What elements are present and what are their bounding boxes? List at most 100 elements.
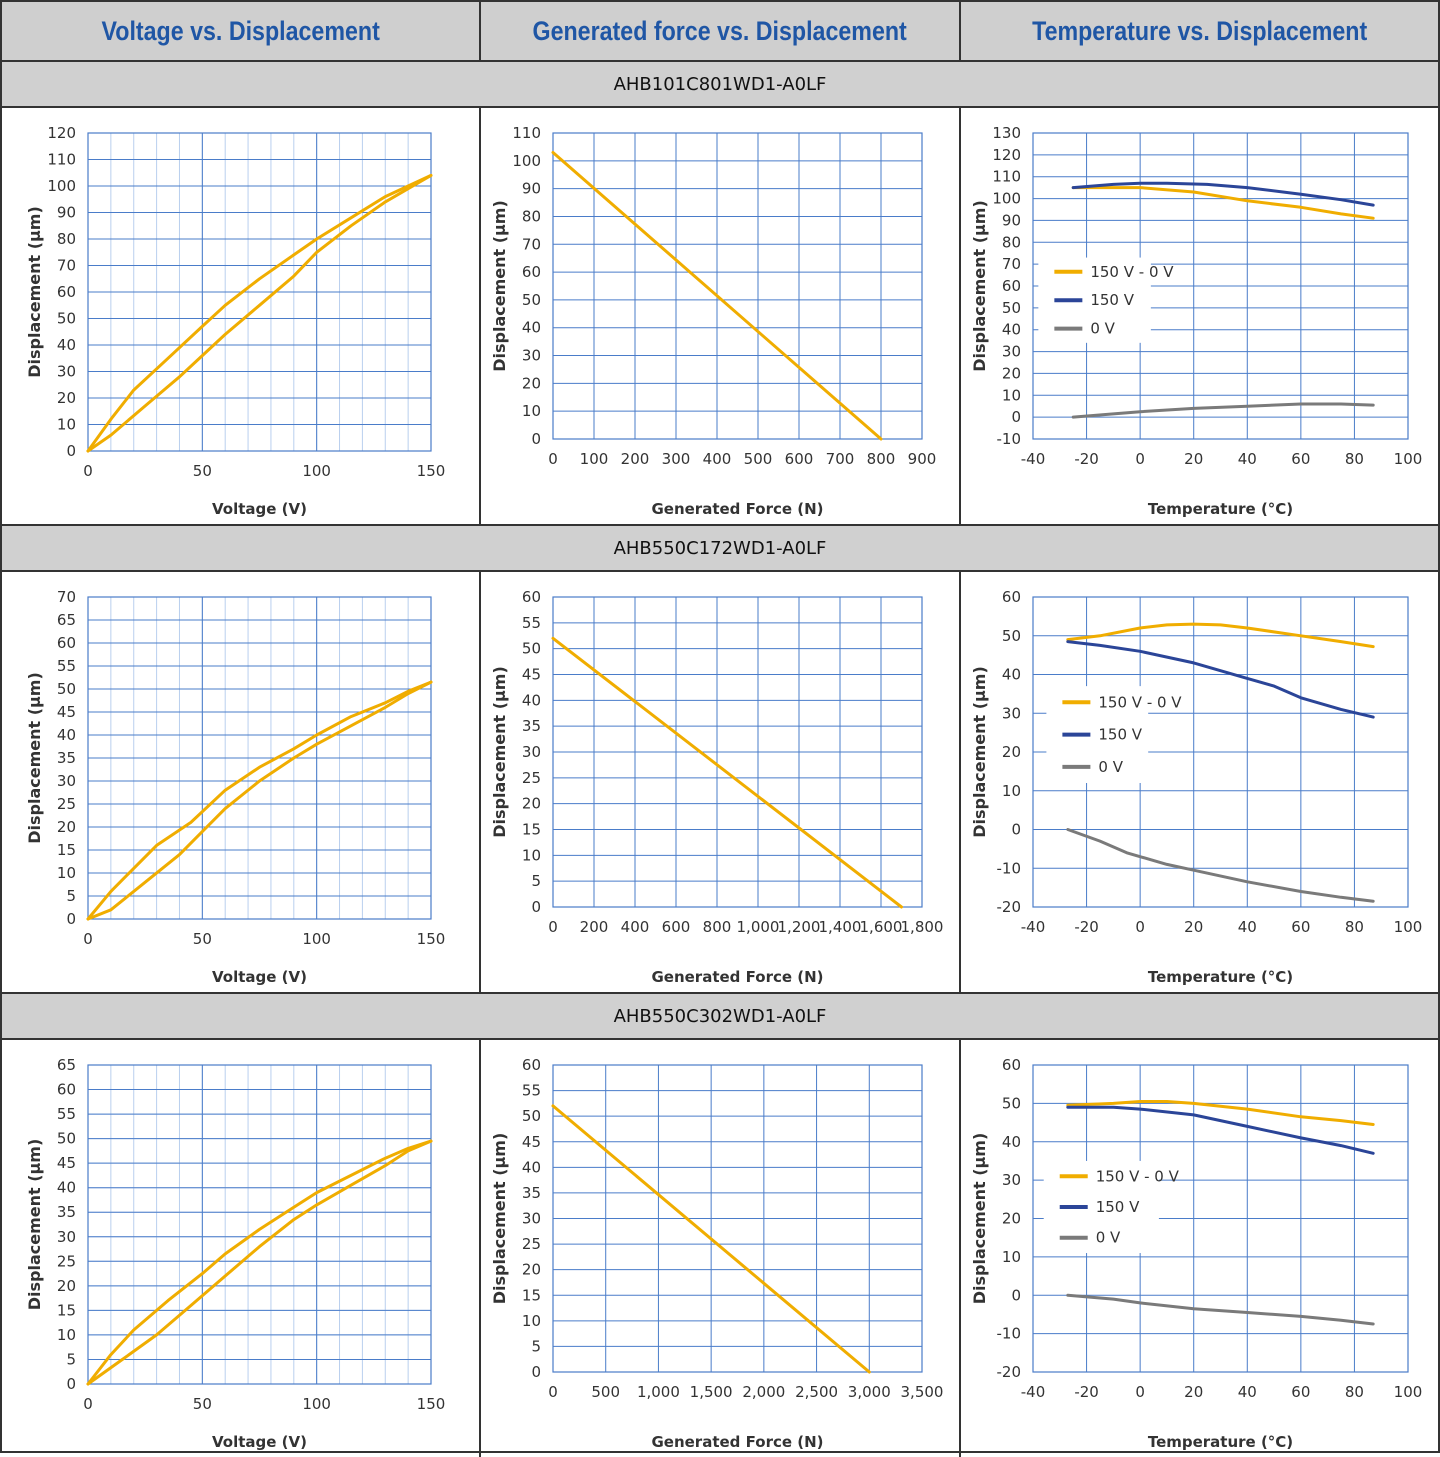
y-tick-label: 5 — [532, 1337, 542, 1355]
x-tick-label: 20 — [1184, 1383, 1203, 1401]
x-axis-label: Temperature (°C) — [1147, 968, 1292, 986]
x-tick-label: 1,600 — [860, 918, 903, 936]
x-tick-label: 0 — [549, 1383, 559, 1401]
x-tick-label: 3,000 — [848, 1383, 891, 1401]
y-tick-label: 45 — [522, 666, 541, 684]
y-tick-label: 55 — [522, 614, 541, 632]
y-tick-label: 110 — [992, 168, 1021, 186]
x-tick-label: 1,400 — [819, 918, 862, 936]
x-tick-label: 300 — [662, 450, 691, 468]
y-tick-label: 70 — [57, 588, 76, 606]
y-tick-label: 50 — [1002, 627, 1021, 645]
series-line — [86, 1139, 433, 1386]
chart-cell-temperature-2: -40 -20 0 20 40 60 80 100 -20 -10 0 10 20 30 40 50 60 Tem… — [961, 572, 1438, 992]
y-tick-label: 30 — [1002, 343, 1021, 361]
y-tick-label: 45 — [57, 1154, 76, 1172]
series-line — [1065, 1293, 1375, 1326]
legend-label: 0 V — [1090, 320, 1115, 338]
x-tick-label: 50 — [193, 930, 212, 948]
legend-label: 0 V — [1098, 758, 1123, 776]
y-tick-label: 0 — [66, 1375, 76, 1393]
model-band-2: AHB550C172WD1-A0LF — [2, 526, 1438, 572]
y-tick-label: 10 — [522, 1312, 541, 1330]
x-tick-label: 600 — [785, 450, 814, 468]
series-line — [86, 1139, 433, 1386]
y-tick-label: 10 — [57, 864, 76, 882]
y-tick-label: 0 — [66, 910, 76, 928]
x-tick-label: -40 — [1020, 1383, 1045, 1401]
column-divider — [479, 2, 482, 60]
x-tick-label: 500 — [744, 450, 773, 468]
x-tick-label: 60 — [1291, 918, 1310, 936]
x-tick-label: 800 — [703, 918, 732, 936]
y-tick-label: 30 — [522, 347, 541, 365]
y-tick-label: 0 — [1011, 821, 1021, 839]
legend-label: 150 V - 0 V — [1090, 263, 1174, 281]
y-tick-label: 25 — [522, 769, 541, 787]
plot-frame — [552, 132, 923, 440]
x-tick-label: 20 — [1184, 918, 1203, 936]
temperature-displacement-chart-1: -40 -20 0 20 40 60 80 100 -10 0 10 20 30 40 50 60 70 80 90… — [970, 124, 1422, 518]
y-tick-label: 90 — [522, 180, 541, 198]
y-tick-label: 80 — [57, 230, 76, 248]
x-tick-label: 40 — [1237, 450, 1256, 468]
y-tick-label: 0 — [532, 1363, 542, 1381]
series-line — [86, 173, 433, 453]
y-tick-label: 60 — [522, 1056, 541, 1074]
y-tick-label: 5 — [532, 872, 542, 890]
y-tick-label: 30 — [57, 772, 76, 790]
chart-cell-voltage-1: 0 50 100 150 0 10 20 30 40 50 60 70 80 90 100 110 120 Vol… — [2, 108, 479, 524]
series-line — [86, 680, 433, 921]
y-tick-label: 0 — [1011, 1286, 1021, 1304]
chart-cell-voltage-2: 0 50 100 150 0 5 10 15 20 25 30 35 40 45 50 55 60 65 70 Vol… — [2, 572, 479, 992]
y-tick-label: 65 — [57, 1056, 76, 1074]
y-tick-label: 40 — [1002, 1133, 1021, 1151]
y-axis-label: Displacement (µm) — [25, 672, 44, 844]
y-tick-label: 15 — [522, 821, 541, 839]
y-axis-label: Displacement (µm) — [490, 666, 509, 838]
plot-frame — [87, 132, 432, 452]
legend-label: 150 V — [1095, 1198, 1139, 1216]
y-tick-label: 100 — [513, 152, 542, 170]
y-tick-label: -10 — [996, 859, 1021, 877]
y-tick-label: 40 — [57, 336, 76, 354]
y-tick-label: 20 — [522, 1261, 541, 1279]
x-tick-label: 60 — [1291, 450, 1310, 468]
y-tick-label: 20 — [1002, 1210, 1021, 1228]
column-divider — [479, 108, 482, 524]
temperature-displacement-chart-2: -40 -20 0 20 40 60 80 100 -20 -10 0 10 20 30 40 50 60 Tem… — [970, 588, 1422, 986]
y-tick-label: 40 — [57, 726, 76, 744]
column-divider — [958, 572, 961, 992]
x-tick-label: 0 — [549, 450, 559, 468]
x-tick-label: 700 — [826, 450, 855, 468]
y-tick-label: 0 — [532, 898, 542, 916]
y-tick-label: 100 — [992, 190, 1021, 208]
x-tick-label: 2,000 — [743, 1383, 786, 1401]
x-tick-label: 0 — [1135, 918, 1145, 936]
x-tick-label: 1,800 — [901, 918, 944, 936]
y-tick-label: 35 — [522, 1184, 541, 1202]
x-axis-label: Generated Force (N) — [652, 968, 824, 986]
x-tick-label: 100 — [302, 1395, 331, 1413]
column-divider — [479, 1040, 482, 1457]
y-tick-label: 120 — [992, 146, 1021, 164]
y-tick-label: 10 — [1002, 1248, 1021, 1266]
y-tick-label: 130 — [992, 124, 1021, 142]
y-tick-label: 20 — [1002, 743, 1021, 761]
column-divider — [958, 1040, 961, 1457]
y-tick-label: 20 — [57, 818, 76, 836]
y-tick-label: 60 — [522, 263, 541, 281]
y-tick-label: 20 — [57, 1277, 76, 1295]
temperature-displacement-chart-3: -40 -20 0 20 40 60 80 100 -20 -10 0 10 20 30 40 50 60 Tem… — [970, 1056, 1422, 1451]
y-tick-label: 10 — [522, 402, 541, 420]
x-tick-label: 400 — [621, 918, 650, 936]
y-axis-label: Displacement (µm) — [25, 1139, 44, 1311]
y-tick-label: 110 — [47, 151, 76, 169]
force-displacement-chart-1: 0 100 200 300 400 500 600 700 800 900 0 10 20 30 40 50 6… — [490, 124, 936, 518]
y-tick-label: -20 — [996, 1363, 1021, 1381]
x-axis-label: Temperature (°C) — [1147, 500, 1292, 518]
x-tick-label: 150 — [417, 1395, 446, 1413]
plot-frame — [1032, 596, 1409, 908]
x-tick-label: 50 — [193, 1395, 212, 1413]
x-tick-label: 200 — [580, 918, 609, 936]
